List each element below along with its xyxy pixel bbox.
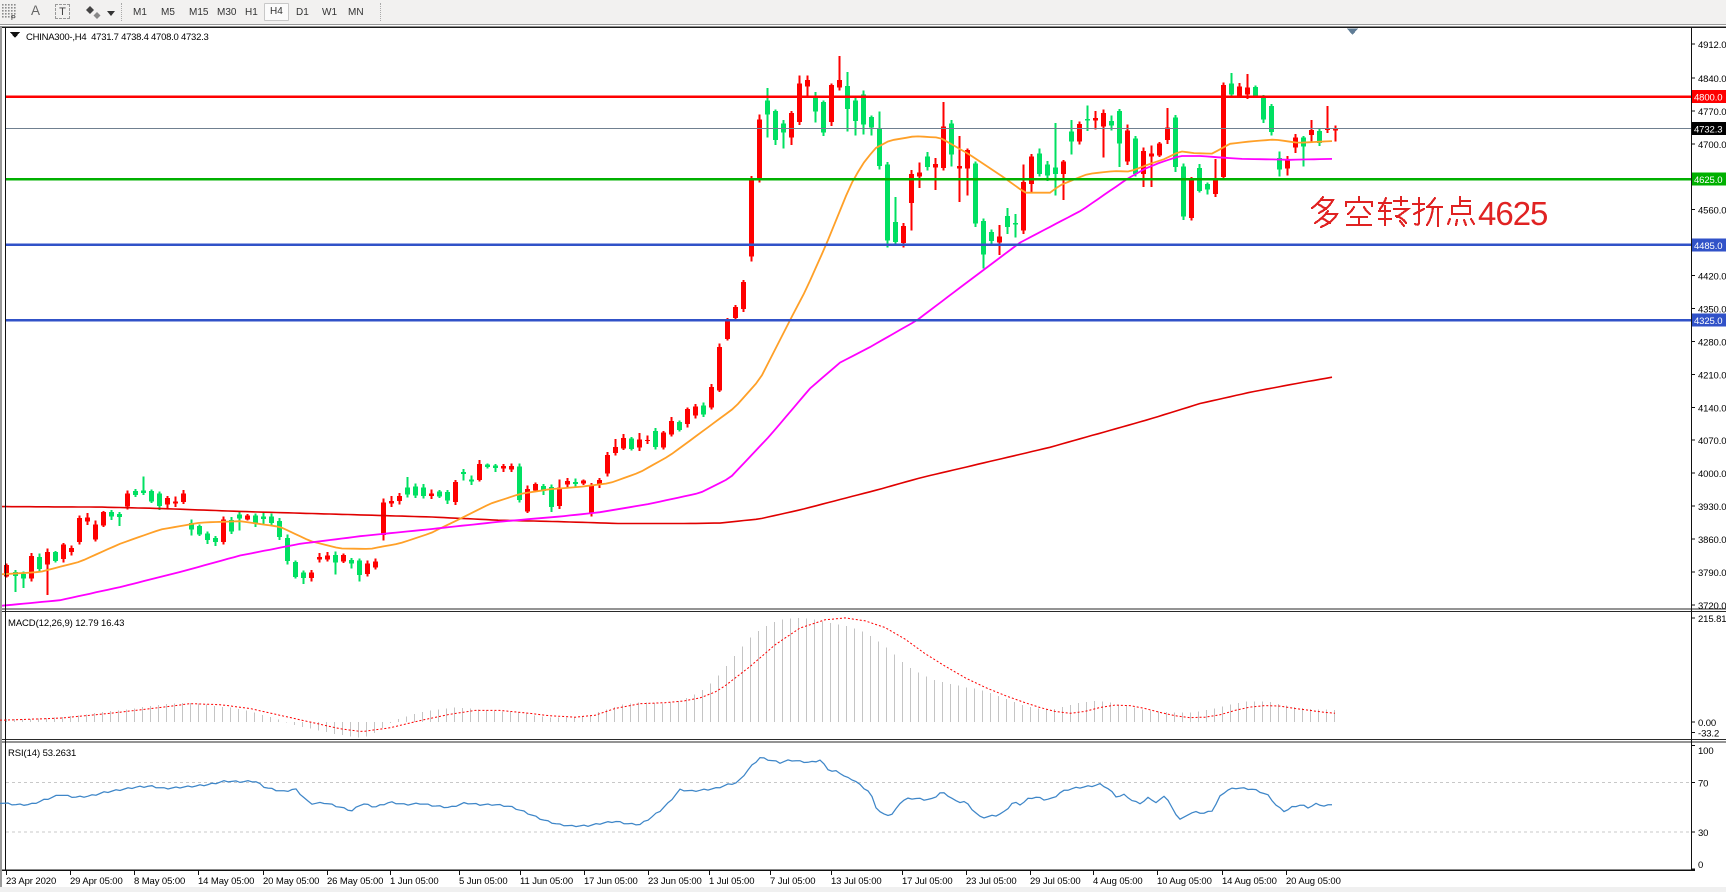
svg-text:10 Aug 05:00: 10 Aug 05:00	[1157, 876, 1212, 887]
svg-text:1 Jul 05:00: 1 Jul 05:00	[709, 876, 754, 887]
svg-text:4485.0: 4485.0	[1694, 241, 1722, 252]
svg-text:3860.0: 3860.0	[1698, 535, 1726, 546]
svg-text:4280.0: 4280.0	[1698, 337, 1726, 348]
svg-text:4625.0: 4625.0	[1694, 175, 1722, 186]
svg-text:-33.2: -33.2	[1698, 729, 1719, 740]
svg-text:4000.0: 4000.0	[1698, 469, 1726, 480]
svg-text:4840.0: 4840.0	[1698, 74, 1726, 85]
svg-text:4420.0: 4420.0	[1698, 272, 1726, 283]
svg-text:0.00: 0.00	[1698, 718, 1716, 729]
svg-text:30: 30	[1698, 828, 1708, 839]
svg-text:14 Aug 05:00: 14 Aug 05:00	[1222, 876, 1277, 887]
svg-text:0: 0	[1698, 860, 1703, 871]
svg-text:4325.0: 4325.0	[1694, 316, 1722, 327]
svg-text:8 May 05:00: 8 May 05:00	[134, 876, 185, 887]
svg-text:100: 100	[1698, 746, 1714, 757]
svg-text:1 Jun 05:00: 1 Jun 05:00	[390, 876, 439, 887]
svg-text:4770.0: 4770.0	[1698, 107, 1726, 118]
svg-text:3930.0: 3930.0	[1698, 502, 1726, 513]
svg-text:4070.0: 4070.0	[1698, 436, 1726, 447]
svg-text:29 Jul 05:00: 29 Jul 05:00	[1030, 876, 1081, 887]
svg-text:70: 70	[1698, 778, 1708, 789]
svg-text:4210.0: 4210.0	[1698, 370, 1726, 381]
svg-text:4700.0: 4700.0	[1698, 140, 1726, 151]
svg-text:RSI(14) 53.2631: RSI(14) 53.2631	[8, 748, 76, 759]
svg-text:11 Jun 05:00: 11 Jun 05:00	[520, 876, 573, 887]
svg-text:26 May 05:00: 26 May 05:00	[327, 876, 383, 887]
svg-text:17 Jul 05:00: 17 Jul 05:00	[902, 876, 953, 887]
svg-text:7 Jul 05:00: 7 Jul 05:00	[770, 876, 815, 887]
svg-text:CHINA300-,H4 4731.7 4738.4 47: CHINA300-,H4 4731.7 4738.4 4708.0 4732.3	[26, 32, 209, 43]
svg-text:F: F	[11, 15, 15, 20]
svg-text:5 Jun 05:00: 5 Jun 05:00	[459, 876, 508, 887]
svg-text:20 Aug 05:00: 20 Aug 05:00	[1286, 876, 1341, 887]
svg-text:23 Jun 05:00: 23 Jun 05:00	[648, 876, 702, 887]
svg-text:4912.0: 4912.0	[1698, 40, 1726, 51]
svg-text:23 Apr 2020: 23 Apr 2020	[6, 876, 56, 887]
svg-text:4625: 4625	[1478, 195, 1547, 232]
svg-text:23 Jul 05:00: 23 Jul 05:00	[966, 876, 1017, 887]
svg-text:17 Jun 05:00: 17 Jun 05:00	[584, 876, 638, 887]
svg-text:29 Apr 05:00: 29 Apr 05:00	[70, 876, 123, 887]
svg-text:4140.0: 4140.0	[1698, 403, 1726, 414]
svg-text:MACD(12,26,9) 12.79 16.43: MACD(12,26,9) 12.79 16.43	[8, 618, 124, 629]
svg-text:215.81: 215.81	[1698, 614, 1726, 625]
svg-text:3720.0: 3720.0	[1698, 601, 1726, 612]
svg-text:3790.0: 3790.0	[1698, 568, 1726, 579]
svg-text:4732.3: 4732.3	[1694, 125, 1722, 136]
svg-text:4 Aug 05:00: 4 Aug 05:00	[1093, 876, 1143, 887]
svg-text:4350.0: 4350.0	[1698, 305, 1726, 316]
svg-text:13 Jul 05:00: 13 Jul 05:00	[831, 876, 882, 887]
svg-text:20 May 05:00: 20 May 05:00	[263, 876, 319, 887]
svg-text:4800.0: 4800.0	[1694, 93, 1722, 104]
svg-text:4560.0: 4560.0	[1698, 206, 1726, 217]
svg-text:14 May 05:00: 14 May 05:00	[198, 876, 254, 887]
